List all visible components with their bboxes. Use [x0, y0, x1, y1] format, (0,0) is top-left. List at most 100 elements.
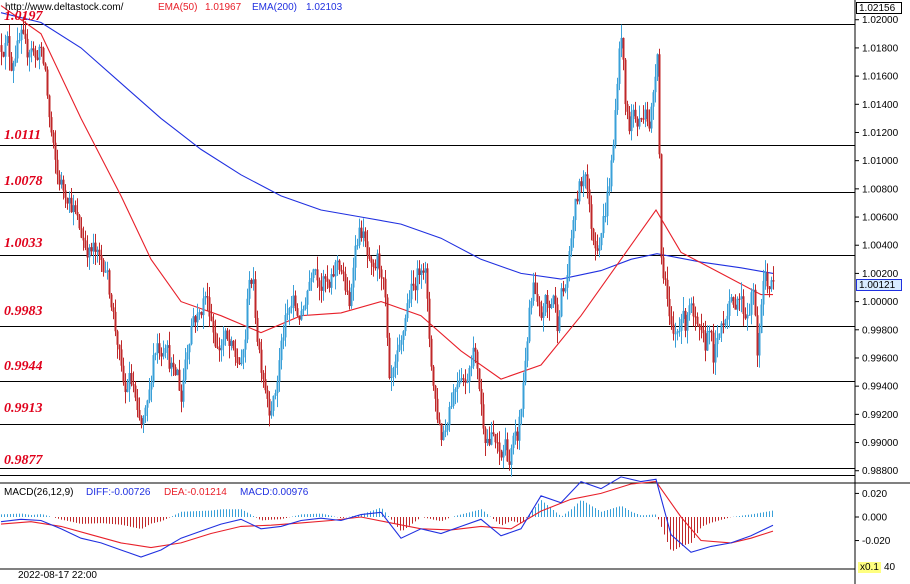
candle-body [738, 298, 741, 300]
candle-body [512, 435, 515, 449]
candle-body [582, 176, 585, 187]
candle-body [200, 312, 203, 316]
candle-body [598, 245, 601, 251]
macd-value: MACD:0.00976 [240, 487, 309, 498]
candle-body [594, 240, 597, 249]
candle-body [90, 247, 93, 252]
candle-body [54, 142, 57, 160]
candle-body [560, 288, 563, 317]
candle-body [160, 353, 163, 357]
candle-body [584, 174, 587, 177]
level-label-7: 0.9913 [4, 401, 43, 416]
candle-body [462, 378, 465, 380]
candle-body [124, 382, 127, 393]
candle-body [294, 295, 297, 309]
candle-body [596, 248, 599, 251]
candle-body [662, 257, 665, 279]
level-label-8: 0.9877 [4, 453, 43, 468]
candle-body [570, 238, 573, 252]
candle-body [278, 360, 281, 382]
level-label-6: 0.9944 [4, 359, 43, 374]
candle-body [140, 418, 143, 425]
candle-body [144, 407, 147, 417]
candle-body [222, 339, 225, 346]
candle-body [236, 356, 239, 363]
candle-body [108, 270, 111, 295]
candle-body [460, 378, 463, 381]
candle-body [314, 269, 317, 271]
candle-body [708, 330, 711, 332]
candle-body [146, 400, 149, 408]
ema50-value: 1.01967 [205, 2, 242, 13]
candle-body [84, 240, 87, 248]
candle-body [472, 347, 475, 367]
candle-body [178, 369, 181, 391]
candle-body [654, 76, 657, 93]
candle-body [20, 29, 23, 41]
time-label: 2022-08-17 22:00 [18, 570, 97, 581]
macd-tick-label: 0.000 [862, 512, 887, 523]
candle-body [12, 63, 15, 71]
candle-body [424, 268, 427, 273]
candle-body [326, 278, 329, 282]
candle-body [388, 337, 391, 378]
candle-body [614, 110, 617, 145]
candle-body [504, 439, 507, 451]
candle-body [678, 330, 681, 332]
candle-body [518, 416, 521, 441]
candle-body [558, 316, 561, 332]
candle-body [122, 365, 125, 383]
candle-body [300, 310, 303, 320]
candle-body [268, 398, 271, 416]
candle-body [248, 279, 251, 299]
candle-body [478, 368, 481, 389]
candle-body [416, 268, 419, 291]
site-url[interactable]: http://www.deltastock.com/ [5, 2, 124, 13]
candle-body [328, 281, 331, 288]
candle-body [370, 258, 373, 263]
candle-body [604, 216, 607, 218]
candle-body [288, 308, 291, 314]
candle-body [232, 340, 235, 349]
candle-body [544, 294, 547, 313]
candle-body [120, 349, 123, 366]
candle-body [368, 255, 371, 259]
candle-body [406, 303, 409, 319]
price-tick-label: 1.02000 [862, 15, 899, 26]
current-price-box: 1.00121 [856, 278, 902, 291]
candle-body [352, 267, 355, 288]
candle-body [426, 268, 429, 299]
candle-body [58, 174, 61, 185]
candle-body [496, 442, 499, 444]
candle-body [566, 275, 569, 288]
candle-body [338, 260, 341, 270]
candle-body [94, 242, 97, 252]
candle-body [510, 448, 513, 465]
candle-body [770, 280, 773, 290]
candle-body [24, 33, 27, 39]
candle-body [746, 315, 749, 319]
candle-body [44, 63, 47, 70]
candle-body [456, 384, 459, 389]
candle-body [18, 40, 21, 42]
candle-body [490, 432, 493, 445]
candle-body [760, 304, 763, 333]
candle-body [22, 29, 25, 34]
candle-body [186, 352, 189, 360]
candle-body [608, 186, 611, 192]
zoom-button[interactable]: x0.1 [858, 562, 881, 573]
candle-body [646, 109, 649, 122]
candle-body [152, 355, 155, 383]
candle-body [476, 351, 479, 369]
candle-body [392, 367, 395, 377]
candle-body [196, 313, 199, 323]
candle-body [350, 287, 353, 307]
candle-body [400, 339, 403, 345]
candle-body [606, 191, 609, 217]
candle-body [468, 368, 471, 382]
candle-body [302, 308, 305, 311]
level-label-1: 1.0197 [4, 9, 43, 24]
candle-body [494, 434, 497, 443]
price-tick-label: 0.99200 [862, 410, 899, 421]
candle-body [716, 337, 719, 345]
